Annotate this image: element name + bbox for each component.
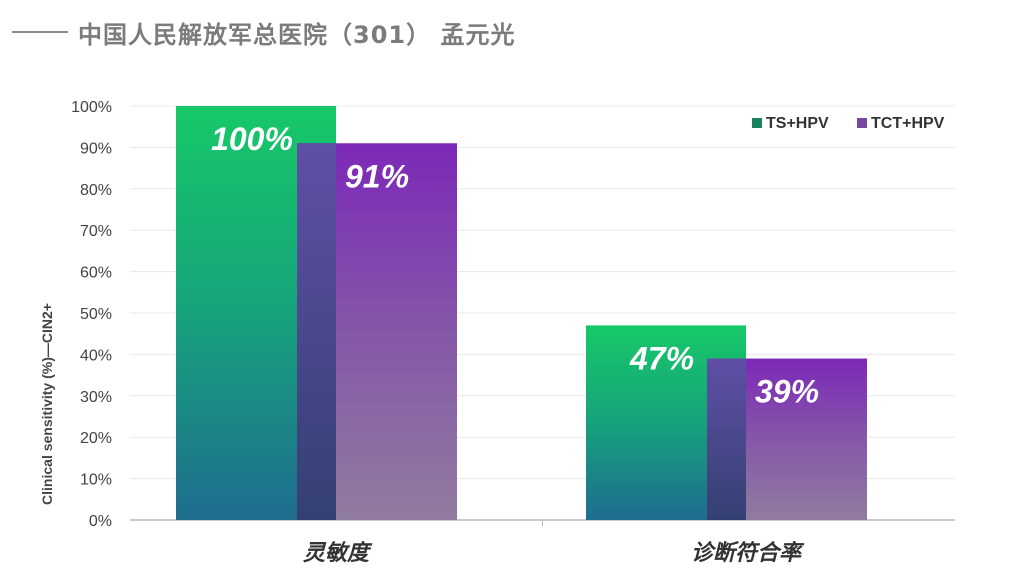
y-axis-label: Clinical sensitivity (%)—CIN2+ xyxy=(39,303,55,505)
data-labels: 100% 47% 91% 39% xyxy=(211,121,819,410)
tct-hpv-legend-swatch xyxy=(857,118,867,128)
x-category-label: 灵敏度 xyxy=(303,540,373,566)
ts-hpv-data-label: 100% xyxy=(211,121,293,157)
tct-hpv-data-label: 91% xyxy=(345,158,409,194)
y-tick-label: 70% xyxy=(80,223,112,240)
y-tick-label: 90% xyxy=(80,140,112,157)
axes xyxy=(130,519,955,526)
bar-overlap-region xyxy=(297,143,336,520)
ts-hpv-legend-swatch xyxy=(752,118,762,128)
bar-overlap-region xyxy=(707,358,746,520)
y-tick-label: 80% xyxy=(80,182,112,199)
tick-labels: 0% 10% 20% 30% 40% 50% 60% 70% 80% 90% 100% 灵敏度 诊断符合… xyxy=(71,99,805,566)
y-tick-label: 40% xyxy=(80,347,112,364)
y-tick-label: 20% xyxy=(80,430,112,447)
y-tick-label: 10% xyxy=(80,472,112,489)
header-rule xyxy=(12,31,68,33)
tct-hpv-legend-label: TCT+HPV xyxy=(871,115,945,132)
y-tick-label: 50% xyxy=(80,306,112,323)
slide-header: 中国人民解放军总医院（301） 孟元光 xyxy=(12,14,515,50)
slide-title: 中国人民解放军总医院（301） 孟元光 xyxy=(78,20,516,49)
ts-hpv-data-label: 47% xyxy=(629,340,694,376)
y-tick-label: 60% xyxy=(80,265,112,282)
tct-hpv-data-label: 39% xyxy=(755,374,819,410)
legend: TS+HPV TCT+HPV xyxy=(752,115,945,132)
x-category-label: 诊断符合率 xyxy=(691,540,805,566)
y-tick-label: 100% xyxy=(71,99,112,116)
y-tick-label: 0% xyxy=(89,513,112,530)
bars xyxy=(176,106,867,520)
y-tick-label: 30% xyxy=(80,389,112,406)
ts-hpv-legend-label: TS+HPV xyxy=(766,115,829,132)
